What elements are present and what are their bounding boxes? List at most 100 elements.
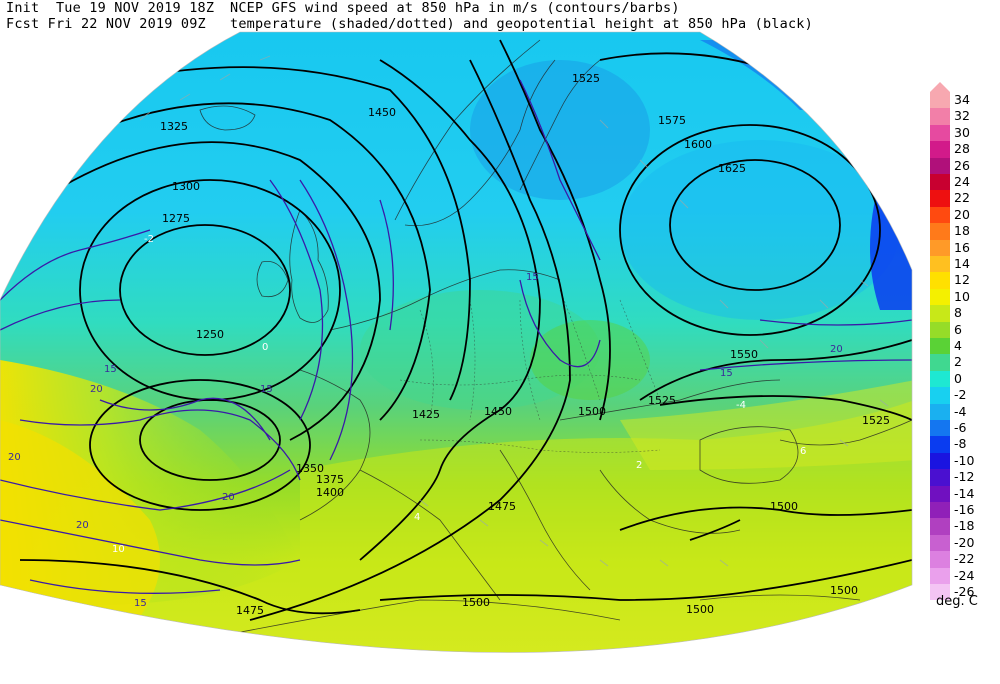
colorbar-swatch: [930, 272, 950, 289]
colorbar-swatch: [930, 256, 950, 273]
height-label: 1500: [686, 603, 714, 616]
colorbar-swatch: [930, 436, 950, 453]
colorbar-swatch: [930, 141, 950, 158]
height-label: 1500: [830, 584, 858, 597]
wind-label: 15: [260, 384, 273, 395]
colorbar-swatch: [930, 370, 950, 388]
height-label: 1525: [572, 72, 600, 85]
height-label: 1525: [862, 414, 890, 427]
height-label: 1450: [484, 405, 512, 418]
colorbar-label: 20: [954, 206, 970, 222]
colorbar-swatch: [930, 206, 950, 224]
wind-label: 20: [76, 520, 89, 531]
wind-label: 20: [222, 492, 235, 503]
height-label: 1500: [462, 596, 490, 609]
height-label: 1275: [162, 212, 190, 225]
init-time: Init Tue 19 NOV 2019 18Z: [6, 0, 215, 16]
temperature-label: 6: [800, 446, 806, 457]
map-frame: [0, 31, 913, 653]
forecast-time: Fcst Fri 22 NOV 2019 09Z: [6, 16, 206, 32]
colorbar-swatch: [930, 469, 950, 486]
temperature-label: -2: [144, 234, 154, 245]
temperature-label: 8: [436, 658, 442, 669]
colorbar-label: 14: [954, 256, 970, 271]
colorbar-label: -22: [954, 551, 975, 567]
height-label: 1625: [718, 162, 746, 175]
colorbar-label: 32: [954, 108, 970, 124]
colorbar-label: -20: [954, 534, 975, 550]
colorbar-label: -16: [954, 502, 975, 517]
wind-label: 15: [526, 272, 539, 283]
height-label: 1325: [160, 120, 188, 133]
colorbar-label: 24: [954, 174, 970, 189]
height-label: 1475: [236, 604, 264, 617]
colorbar-label: 22: [954, 190, 970, 206]
wind-contours: [0, 79, 912, 594]
colorbar-label: 0: [954, 370, 962, 386]
colorbar-label: -10: [954, 452, 975, 468]
colorbar-swatch: [930, 420, 950, 437]
temperature-label: 2: [636, 460, 642, 471]
height-label: 1425: [412, 408, 440, 421]
map-title-line2: temperature (shaded/dotted) and geopoten…: [230, 16, 813, 32]
wind-label: 20: [90, 384, 103, 395]
height-label: 1450: [368, 106, 396, 119]
colorbar-label: 16: [954, 239, 970, 255]
colorbar-swatch: [930, 518, 950, 535]
colorbar-label: 2: [954, 354, 962, 370]
wind-labels: 15 15 15 15 15 20 20 20 20 20: [8, 272, 843, 609]
colorbar-label: 34: [954, 92, 970, 107]
colorbar-swatch: [930, 403, 950, 420]
colorbar-swatch: [930, 288, 950, 306]
colorbar-swatch: [930, 551, 950, 568]
colorbar-label: 10: [954, 288, 970, 304]
colorbar-label: 26: [954, 157, 970, 173]
height-label: 1525: [648, 394, 676, 407]
colorbar-label: -8: [954, 436, 967, 452]
height-label: 1500: [770, 500, 798, 513]
height-label: 1475: [488, 500, 516, 513]
colorbar-label: -6: [954, 420, 967, 435]
colorbar-swatch: [930, 305, 950, 322]
colorbar-swatch: [930, 108, 950, 125]
colorbar-label: -18: [954, 518, 975, 534]
temperature-colorbar: 34 32 30 28 26 24 22 20 18 16 14 12 10 8 6 4 2 0 -2 -4 -6 -8-…: [928, 82, 1000, 606]
height-label: 1500: [578, 405, 606, 418]
colorbar-label: 4: [954, 338, 962, 353]
height-label: 1400: [316, 486, 344, 499]
colorbar-swatch: [930, 338, 950, 355]
wind-label: 20: [830, 344, 843, 355]
coastlines: [199, 39, 912, 641]
colorbar-label: 8: [954, 305, 962, 321]
colorbar-label: 28: [954, 141, 970, 157]
height-label: 1550: [730, 348, 758, 361]
colorbar-swatch: [930, 157, 950, 174]
colorbar-swatch: [930, 92, 950, 109]
temperature-label: 0: [262, 342, 268, 353]
colorbar-label: -14: [954, 485, 975, 501]
colorbar-label: -26: [954, 584, 975, 599]
colorbar-swatch: [930, 124, 950, 142]
colorbar-swatch: [930, 387, 950, 404]
colorbar-swatch: [930, 321, 950, 338]
colorbar-swatch: [930, 174, 950, 191]
colorbar-swatch: [930, 354, 950, 371]
height-label: 1250: [196, 328, 224, 341]
height-label: 1600: [684, 138, 712, 151]
colorbar-swatch: [930, 223, 950, 240]
colorbar-swatch: [930, 502, 950, 519]
wind-label: 15: [720, 368, 733, 379]
temperature-label: 10: [112, 544, 125, 555]
colorbar-swatch: [930, 485, 950, 502]
colorbar-swatch: [930, 567, 950, 584]
colorbar-top-arrow: [930, 82, 950, 92]
colorbar-swatch: [930, 190, 950, 207]
colorbar-swatch: [930, 239, 950, 256]
temperature-label: -4: [736, 400, 746, 411]
colorbar-label: 6: [954, 321, 962, 337]
height-label: 1375: [316, 473, 344, 486]
colorbar-swatch: [930, 452, 950, 470]
colorbar-label: 18: [954, 223, 970, 239]
